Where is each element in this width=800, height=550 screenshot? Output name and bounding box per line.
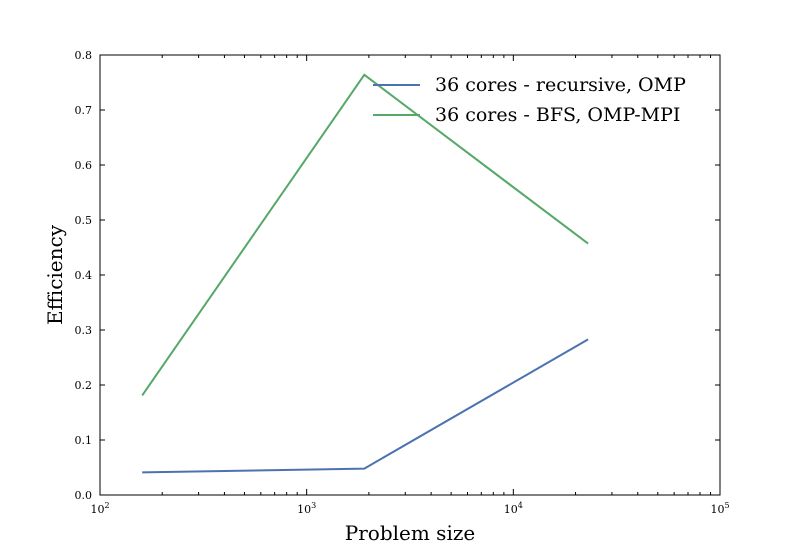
y-tick-label: 0.1 (75, 434, 93, 447)
series-line (141, 73, 589, 396)
x-tick-label: 105 (710, 501, 729, 516)
y-tick-label: 0.3 (75, 324, 93, 337)
y-tick-label: 0.8 (75, 49, 93, 62)
plot-area: 0.0 0.1 0.2 0.3 0.4 0.5 0.6 0.7 0.8 102 103 104 105 3… (75, 49, 730, 516)
y-tick-label: 0.2 (75, 379, 93, 392)
series-line (142, 338, 589, 474)
x-tick-label: 104 (504, 501, 523, 516)
y-axis-title: Efficiency (43, 224, 67, 325)
y-tick-label: 0.6 (75, 159, 93, 172)
x-tick-label: 103 (297, 501, 316, 516)
y-tick-label: 0.5 (75, 214, 93, 227)
legend-label: 36 cores - BFS, OMP-MPI (435, 104, 680, 126)
y-tick-label: 0.0 (75, 489, 93, 502)
x-axis-title: Problem size (345, 521, 475, 545)
legend-label: 36 cores - recursive, OMP (435, 74, 686, 96)
x-tick-label: 102 (90, 501, 109, 516)
y-tick-label: 0.7 (75, 104, 93, 117)
y-tick-label: 0.4 (75, 269, 93, 282)
